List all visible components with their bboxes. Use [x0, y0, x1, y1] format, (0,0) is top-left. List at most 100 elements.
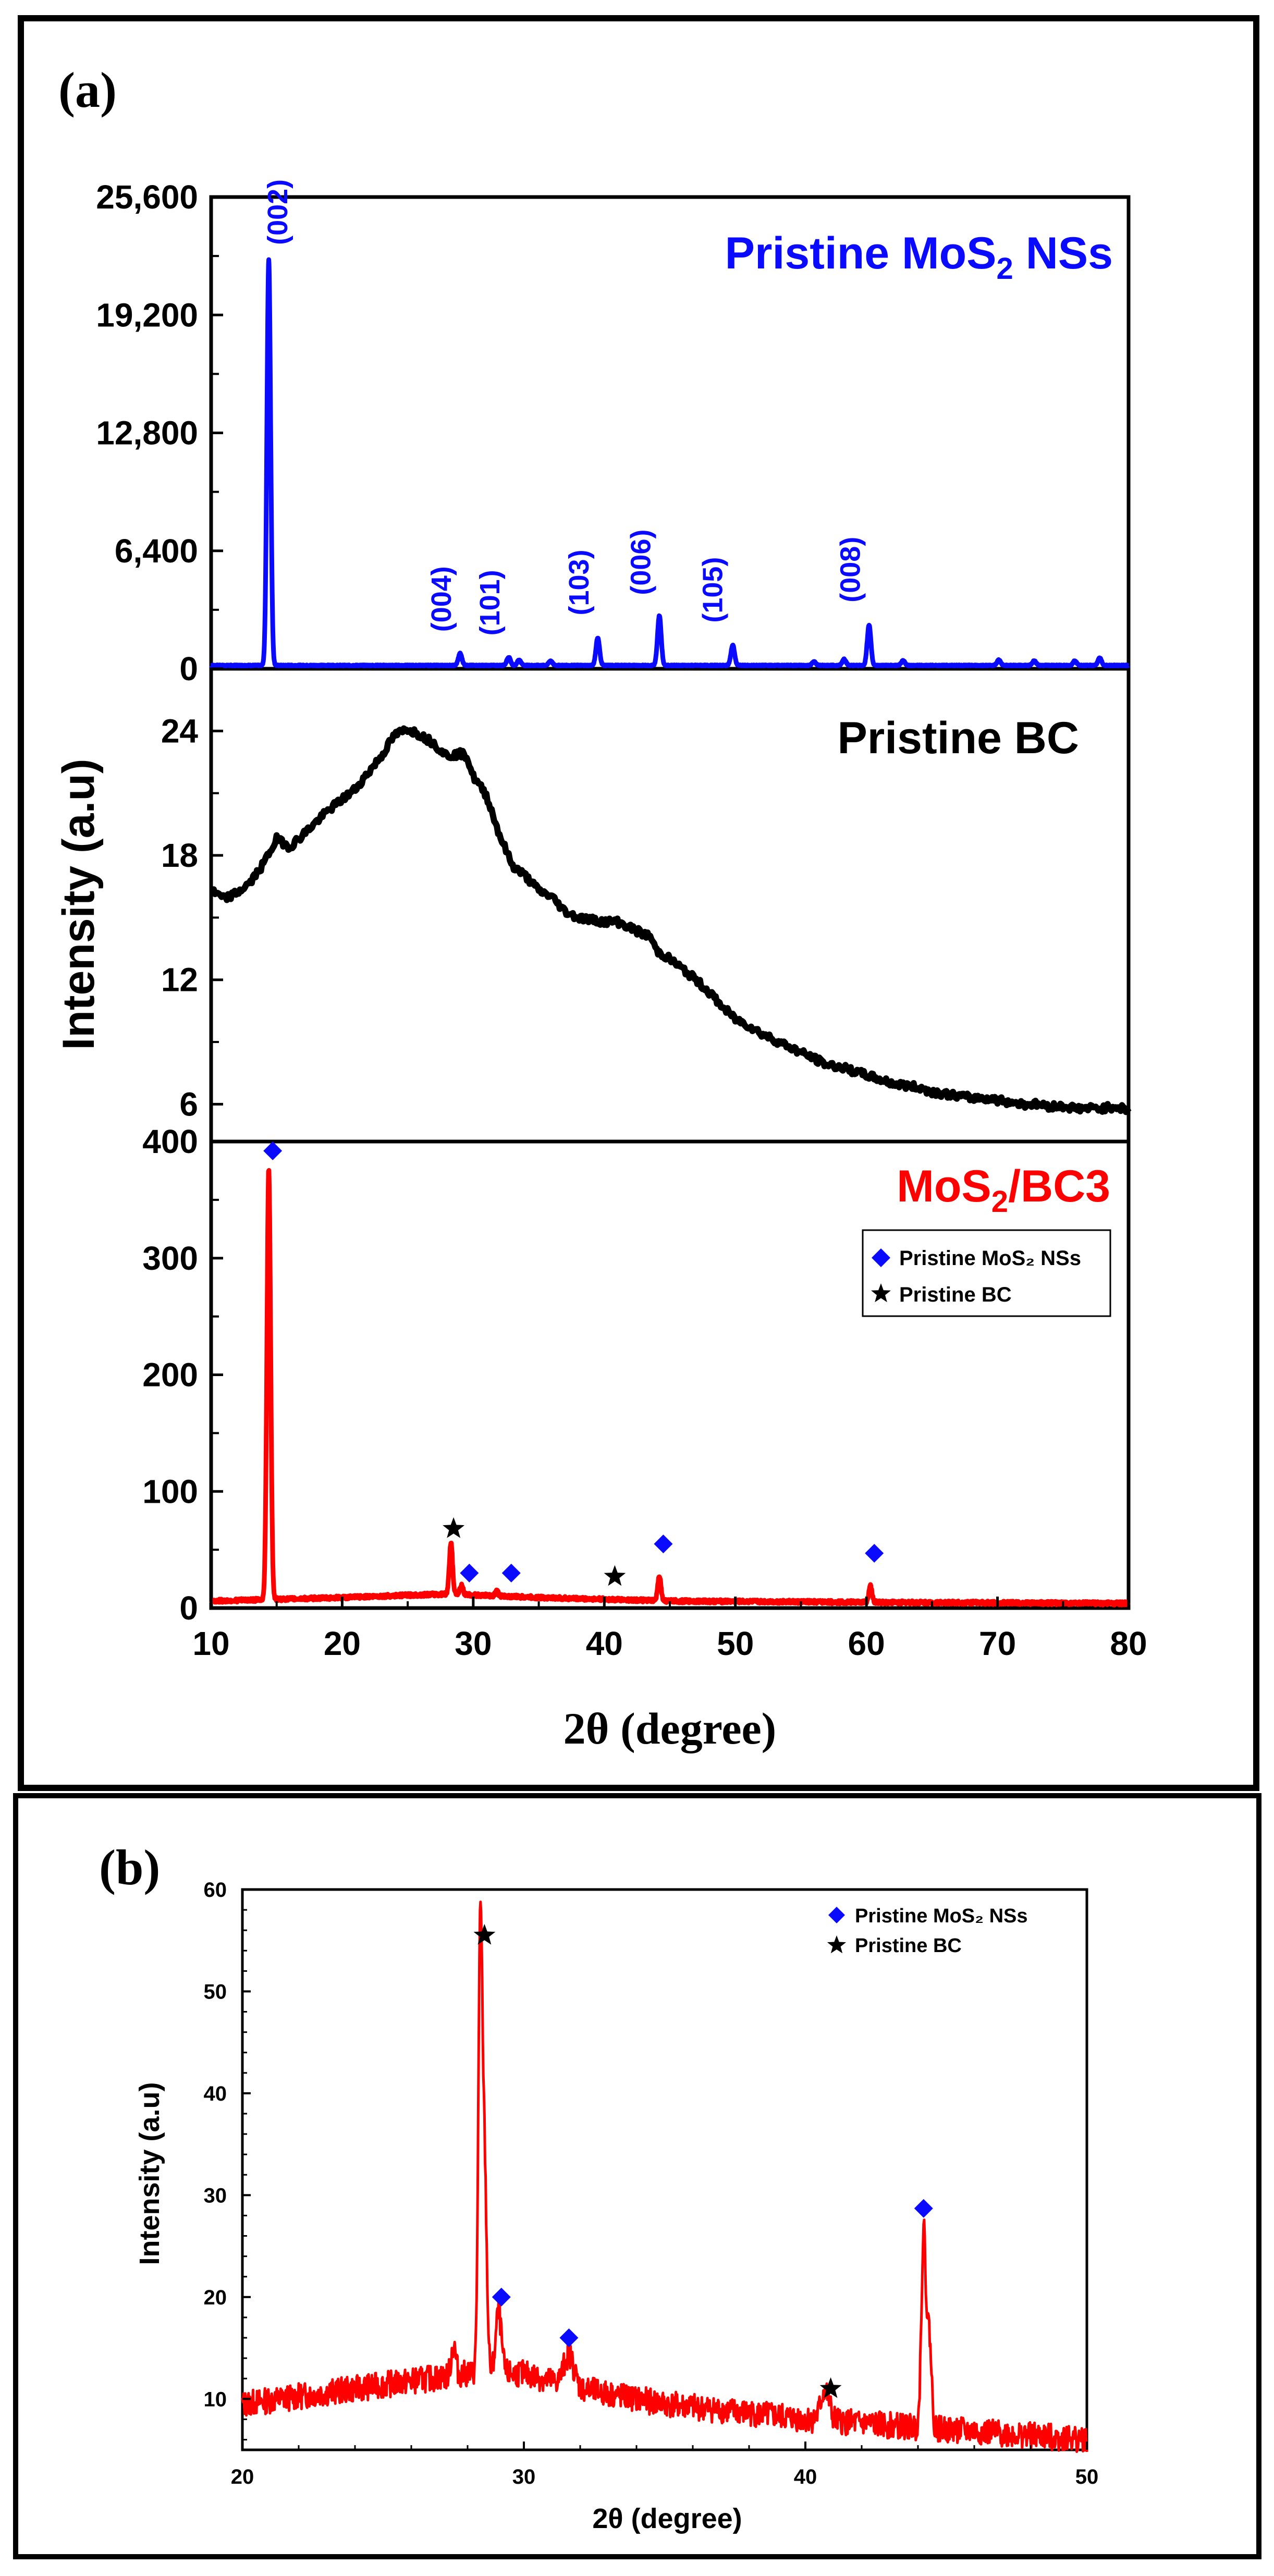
- x-tick-label-b: 20: [231, 2465, 254, 2488]
- panel-a-close: ): [100, 62, 117, 118]
- panel-b-markers: [473, 1924, 933, 2398]
- title-comp-sub: 2: [991, 1185, 1008, 1219]
- x-label-b-theta: 2θ: [592, 2503, 623, 2534]
- subplot-composite-title: MoS2/BC3: [897, 1161, 1110, 1219]
- panel-b-frame: [13, 1793, 1261, 2559]
- panel-b-ticks: 20 30 40 50 10 20 30 40 50 60: [204, 1879, 1099, 2488]
- y-tick-label-a: 6: [179, 1085, 198, 1123]
- peak-annotation: (105): [697, 557, 729, 623]
- y-tick-label-a: 200: [142, 1356, 198, 1394]
- panel-a: 10 20 30 40 50 60 70 8006,40012,80019,20025,600…: [54, 178, 1147, 1753]
- peak-annotation: (002): [262, 179, 293, 245]
- mos2-peak-marker: [654, 1534, 673, 1553]
- title-mos2-main: Pristine MoS: [725, 228, 997, 278]
- subplot-bc-title: Pristine BC: [837, 713, 1079, 763]
- y-tick-label-a: 18: [161, 837, 198, 874]
- peak-annotation: (101): [474, 570, 506, 635]
- y-tick-label-b: 50: [204, 1980, 227, 2003]
- title-mos2-tail: NSs: [1013, 228, 1113, 278]
- y-tick-label-b: 10: [204, 2388, 227, 2411]
- y-tick-label-a: 300: [142, 1240, 198, 1277]
- panel-b-open: (: [99, 1839, 116, 1895]
- x-tick-label-a: 80: [1110, 1625, 1147, 1662]
- x-label-a-theta: 2θ: [564, 1703, 609, 1753]
- panel-b-axes: [241, 1888, 1088, 2451]
- series-line-pristine-mos2: [209, 257, 1131, 669]
- x-tick-label-a: 10: [192, 1625, 229, 1662]
- x-label-b-unit: (degree): [623, 2503, 742, 2534]
- panel-a-frame: [18, 15, 1259, 1791]
- series-line-mos2-bc3: [209, 1168, 1131, 1608]
- legend-a: Pristine MoS₂ NSs Pristine BC: [862, 1229, 1111, 1317]
- mos2-peak-marker: [263, 1141, 283, 1160]
- y-tick-label-b: 30: [204, 2184, 227, 2207]
- y-tick-label-a: 24: [161, 712, 199, 750]
- x-tick-label-a: 60: [848, 1625, 885, 1662]
- panel-b-label: (b): [99, 1839, 160, 1895]
- y-tick-label-b: 60: [204, 1879, 227, 1902]
- legend-b-label-bc: Pristine BC: [855, 1935, 962, 1957]
- title-mos2-sub: 2: [997, 252, 1013, 286]
- panel-b: 20 30 40 50 10 20 30 40 50 60 Pristine MoS₂ NSs P…: [134, 1879, 1098, 2534]
- mos2-peak-marker: [865, 1543, 884, 1563]
- x-label-a-unit: (degree): [609, 1703, 777, 1753]
- panel-b-letter: b: [116, 1839, 143, 1895]
- title-comp-tail: /BC3: [1008, 1161, 1110, 1211]
- y-tick-label-a: 0: [179, 650, 198, 688]
- y-axis-label-b: Intensity (a.u): [134, 2082, 165, 2265]
- series-line-pristine-bc: [209, 725, 1132, 1115]
- bc-peak-marker: [473, 1924, 496, 1945]
- legend-b-label-mos2: Pristine MoS₂ NSs: [855, 1905, 1028, 1927]
- panel-a-ticks: 10 20 30 40 50 60 70 8006,40012,80019,20025,600…: [96, 178, 1147, 1662]
- y-tick-label-a: 100: [142, 1473, 198, 1510]
- y-tick-label-a: 12: [161, 961, 198, 999]
- peak-annotation: (103): [564, 549, 595, 615]
- x-tick-label-a: 20: [324, 1625, 361, 1662]
- mos2-peak-marker: [914, 2199, 933, 2218]
- legend-b: Pristine MoS₂ NSs Pristine BC: [827, 1905, 1028, 1957]
- x-tick-label-a: 70: [979, 1625, 1016, 1662]
- y-tick-label-a: 25,600: [96, 178, 198, 216]
- peak-annotation: (008): [835, 537, 866, 603]
- x-tick-label-a: 40: [586, 1625, 623, 1662]
- panel-a-open: (: [58, 62, 75, 118]
- panel-b-close: ): [143, 1839, 160, 1895]
- y-tick-label-b: 20: [204, 2286, 227, 2309]
- x-tick-label-b: 40: [794, 2465, 817, 2488]
- legend-a-box: [862, 1229, 1111, 1317]
- legend-a-star-icon: [871, 1283, 891, 1303]
- legend-a-label-mos2: Pristine MoS₂ NSs: [899, 1247, 1081, 1270]
- legend-a-label-bc: Pristine BC: [899, 1283, 1012, 1306]
- peak-annotation: (004): [426, 566, 457, 632]
- y-tick-label-a: 19,200: [96, 296, 198, 334]
- panel-a-letter: a: [75, 62, 100, 118]
- x-tick-label-b: 50: [1075, 2465, 1099, 2488]
- mos2-peak-marker: [501, 1563, 521, 1583]
- legend-a-diamond-icon: [872, 1248, 890, 1267]
- mos2-peak-marker: [492, 2287, 511, 2307]
- series-line-mos2-bc3-zoom: [241, 1900, 1088, 2453]
- panel-a-annotations: (002) (004) (101) (103) (006) (105) (008): [262, 179, 866, 636]
- mos2-peak-marker: [559, 2328, 579, 2347]
- x-axis-label-b: 2θ (degree): [592, 2503, 742, 2534]
- legend-b-diamond-icon: [828, 1907, 845, 1923]
- panel-a-label: (a): [58, 62, 117, 118]
- x-tick-label-a: 50: [717, 1625, 754, 1662]
- mos2-peak-marker: [460, 1563, 479, 1583]
- peak-annotation: (006): [625, 530, 656, 595]
- bc-peak-marker: [604, 1565, 626, 1586]
- x-tick-label-a: 30: [455, 1625, 492, 1662]
- y-tick-label-a: 6,400: [115, 532, 198, 570]
- y-tick-label-a: 0: [179, 1589, 198, 1627]
- x-tick-label-b: 30: [512, 2465, 536, 2488]
- y-axis-label-a: Intensity (a.u): [54, 758, 104, 1050]
- bc-peak-marker: [819, 2377, 842, 2398]
- y-tick-label-a: 400: [142, 1123, 198, 1160]
- legend-b-star-icon: [827, 1935, 847, 1954]
- y-tick-label-a: 12,800: [96, 414, 198, 452]
- bc-peak-marker: [443, 1517, 465, 1538]
- title-comp-main: MoS: [897, 1161, 991, 1211]
- subplot-mos2-title: Pristine MoS2 NSs: [725, 228, 1113, 286]
- y-tick-label-b: 40: [204, 2082, 227, 2105]
